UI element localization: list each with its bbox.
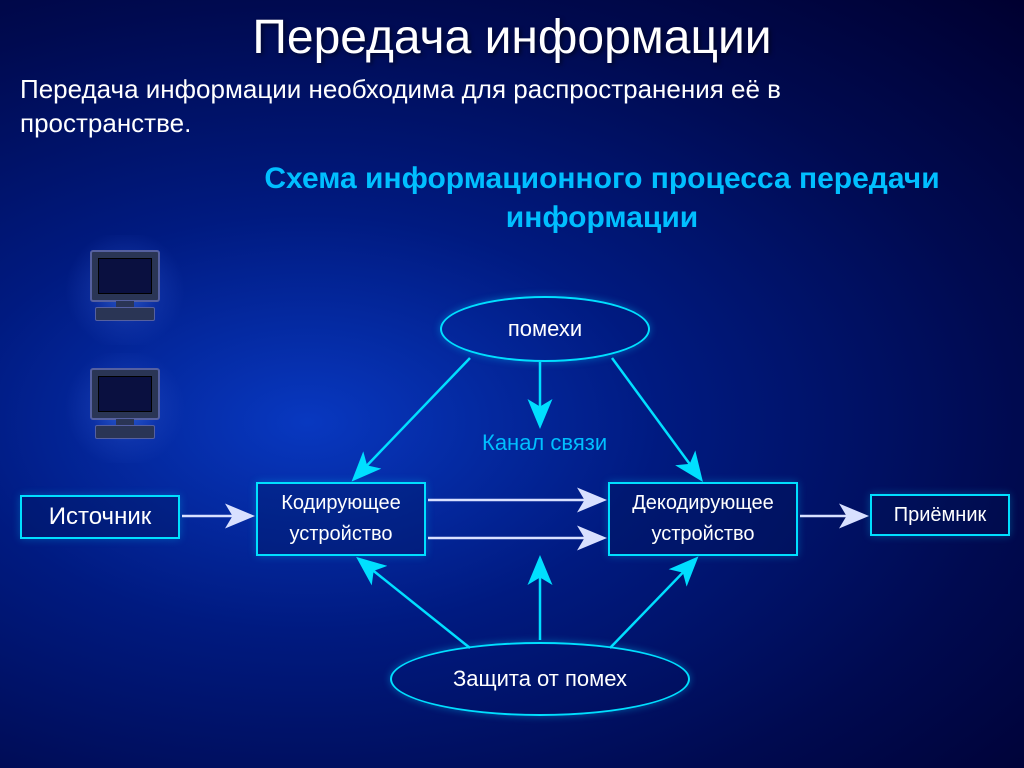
slide-subtitle: Передача информации необходима для распр… <box>0 65 1024 141</box>
encoder-label-2: устройство <box>289 523 392 546</box>
schema-title: Схема информационного процесса передачи … <box>0 159 1024 237</box>
node-protection: Защита от помех <box>390 642 690 716</box>
node-receiver: Приёмник <box>870 494 1010 536</box>
computers-illustration <box>40 245 210 475</box>
slide-title: Передача информации <box>0 0 1024 65</box>
protection-label: Защита от помех <box>453 666 627 692</box>
node-encoder: Кодирующее устройство <box>256 482 426 556</box>
source-label: Источник <box>49 503 151 531</box>
node-source: Источник <box>20 495 180 539</box>
schema-title-line-1: Схема информационного процесса передачи <box>264 162 939 195</box>
node-noise: помехи <box>440 296 650 362</box>
schema-title-line-2: информации <box>506 201 698 234</box>
encoder-label-1: Кодирующее <box>281 492 401 515</box>
decoder-label-2: устройство <box>651 523 754 546</box>
node-decoder: Декодирующее устройство <box>608 482 798 556</box>
decoder-label-1: Декодирующее <box>632 492 774 515</box>
subtitle-line-1: Передача информации необходима для распр… <box>20 74 781 104</box>
noise-label: помехи <box>508 316 582 342</box>
receiver-label: Приёмник <box>894 504 987 527</box>
channel-label: Канал связи <box>482 430 607 456</box>
subtitle-line-2: пространстве. <box>20 108 191 138</box>
